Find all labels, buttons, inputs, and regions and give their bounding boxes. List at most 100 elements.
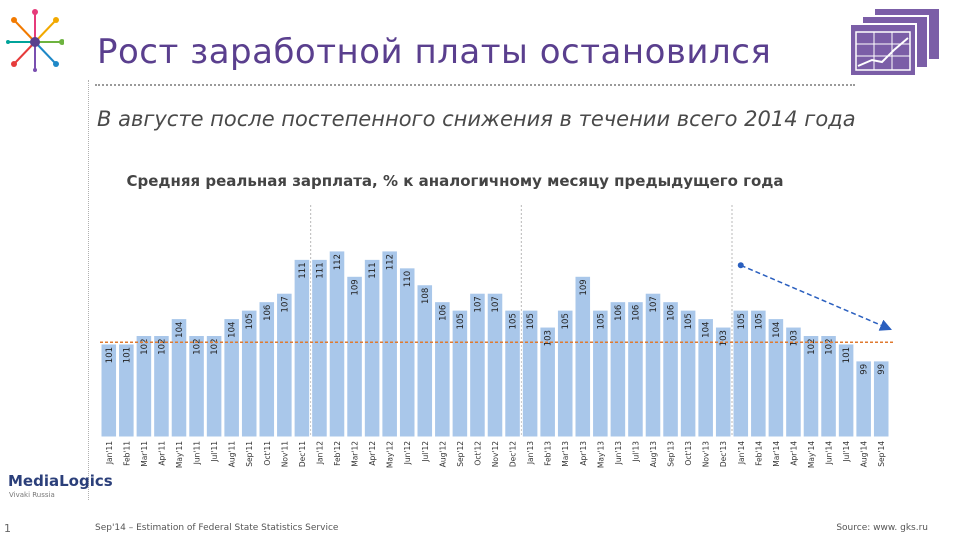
value-label: 105 — [561, 313, 571, 329]
bar-Nov'13 — [697, 318, 714, 438]
value-label: 106 — [614, 305, 624, 321]
category-label: Jan'11 — [105, 441, 114, 465]
category-label: Mar'12 — [351, 441, 360, 467]
value-label: 105 — [526, 313, 536, 329]
value-label: 109 — [579, 279, 589, 295]
value-label: 102 — [157, 339, 167, 355]
category-label: Feb'11 — [122, 441, 131, 466]
category-label: Jun'13 — [614, 441, 623, 466]
bar-Apr'12 — [363, 258, 381, 438]
value-label: 103 — [789, 330, 799, 346]
value-label: 102 — [807, 339, 817, 355]
value-label: 107 — [280, 296, 290, 312]
bar-Oct'11 — [258, 301, 276, 438]
category-label: Aug'12 — [438, 441, 447, 467]
value-label: 105 — [754, 313, 764, 329]
chart-icon — [849, 7, 941, 77]
value-label: 106 — [631, 305, 641, 321]
chart-title: Средняя реальная зарплата, % к аналогичн… — [126, 172, 784, 190]
category-label: Jun'11 — [193, 441, 202, 466]
value-label: 112 — [333, 254, 343, 270]
category-label: Jun'14 — [825, 441, 834, 466]
category-label: Nov'12 — [491, 441, 500, 467]
bar-May'11 — [170, 318, 188, 438]
value-label: 112 — [386, 254, 396, 270]
bar-Jul'12 — [416, 284, 434, 438]
logo-subtext: Vivaki Russia — [9, 491, 55, 499]
value-label: 110 — [403, 271, 413, 287]
value-label: 111 — [368, 262, 378, 278]
category-label: Jun'12 — [403, 441, 412, 466]
category-label: May'11 — [175, 441, 184, 468]
category-label: Jul'11 — [210, 441, 219, 463]
bar-Apr'14 — [785, 326, 802, 438]
value-label: 101 — [122, 347, 132, 363]
bar-Sep'14 — [872, 360, 890, 438]
value-label: 105 — [684, 313, 694, 329]
value-label: 106 — [438, 305, 448, 321]
value-label: 105 — [509, 313, 519, 329]
value-label: 101 — [105, 347, 115, 363]
value-label: 103 — [544, 330, 554, 346]
logo-flower-icon — [6, 9, 64, 72]
category-label: Sep'13 — [667, 441, 676, 467]
bar-Apr'13 — [574, 275, 592, 438]
value-label: 104 — [702, 322, 712, 338]
bar-Aug'11 — [223, 318, 240, 438]
category-label: Jan'12 — [315, 441, 324, 465]
value-label: 102 — [193, 339, 203, 355]
value-label: 102 — [140, 339, 150, 355]
value-label: 111 — [315, 262, 325, 278]
category-label: Apr'13 — [579, 441, 588, 466]
category-label: Aug'13 — [649, 441, 658, 467]
category-label: Apr'11 — [157, 441, 166, 466]
category-label: Sep'12 — [456, 441, 465, 467]
trend-arrow-start — [737, 262, 744, 269]
bar-Feb'11 — [118, 343, 135, 438]
value-label: 103 — [719, 330, 729, 346]
bar-May'14 — [802, 335, 820, 438]
bar-Feb'13 — [539, 326, 556, 438]
category-label: Mar'13 — [561, 441, 570, 467]
value-label: 104 — [175, 322, 185, 338]
category-label: Oct'13 — [684, 441, 693, 466]
category-label: Oct'12 — [473, 441, 482, 466]
trend-arrow — [740, 264, 892, 331]
category-label: Sep'11 — [245, 441, 254, 467]
footnote: Sep'14 – Estimation of Federal State Sta… — [95, 523, 339, 533]
value-label: 108 — [421, 288, 431, 304]
logo-text: MediaLogics — [8, 472, 113, 490]
category-label: Aug'14 — [860, 441, 869, 467]
bar-Aug'14 — [855, 360, 872, 438]
bar-Jun'12 — [398, 267, 416, 438]
bar-Jan'12 — [311, 258, 328, 438]
value-label: 105 — [245, 313, 255, 329]
value-label: 109 — [351, 279, 361, 295]
bar-Jan'11 — [100, 343, 118, 438]
value-label: 107 — [649, 296, 659, 312]
value-label: 107 — [473, 296, 483, 312]
source-note: Source: www. gks.ru — [836, 523, 928, 533]
bar-Dec'11 — [293, 258, 311, 438]
bar-May'12 — [381, 250, 398, 438]
category-label: Dec'13 — [719, 441, 728, 467]
category-label: Jul'14 — [842, 441, 851, 463]
value-label: 105 — [596, 313, 606, 329]
category-label: May'13 — [596, 441, 605, 468]
value-label: 104 — [772, 322, 782, 338]
page-title: Рост заработной платы остановился — [97, 32, 772, 72]
category-label: May'12 — [386, 441, 395, 468]
value-label: 102 — [825, 339, 835, 355]
bar-Feb'12 — [328, 250, 346, 438]
bar-Mar'11 — [135, 335, 153, 438]
bar-Oct'12 — [469, 292, 486, 438]
category-label: Mar'14 — [772, 441, 781, 467]
category-label: Dec'11 — [298, 441, 307, 467]
category-label: Apr'14 — [789, 441, 798, 466]
bar-Dec'13 — [714, 326, 732, 438]
category-label: Aug'11 — [228, 441, 237, 467]
category-label: Feb'13 — [544, 441, 553, 466]
category-label: Jan'13 — [526, 441, 535, 465]
value-label: 105 — [737, 313, 747, 329]
bar-Apr'11 — [153, 335, 170, 438]
